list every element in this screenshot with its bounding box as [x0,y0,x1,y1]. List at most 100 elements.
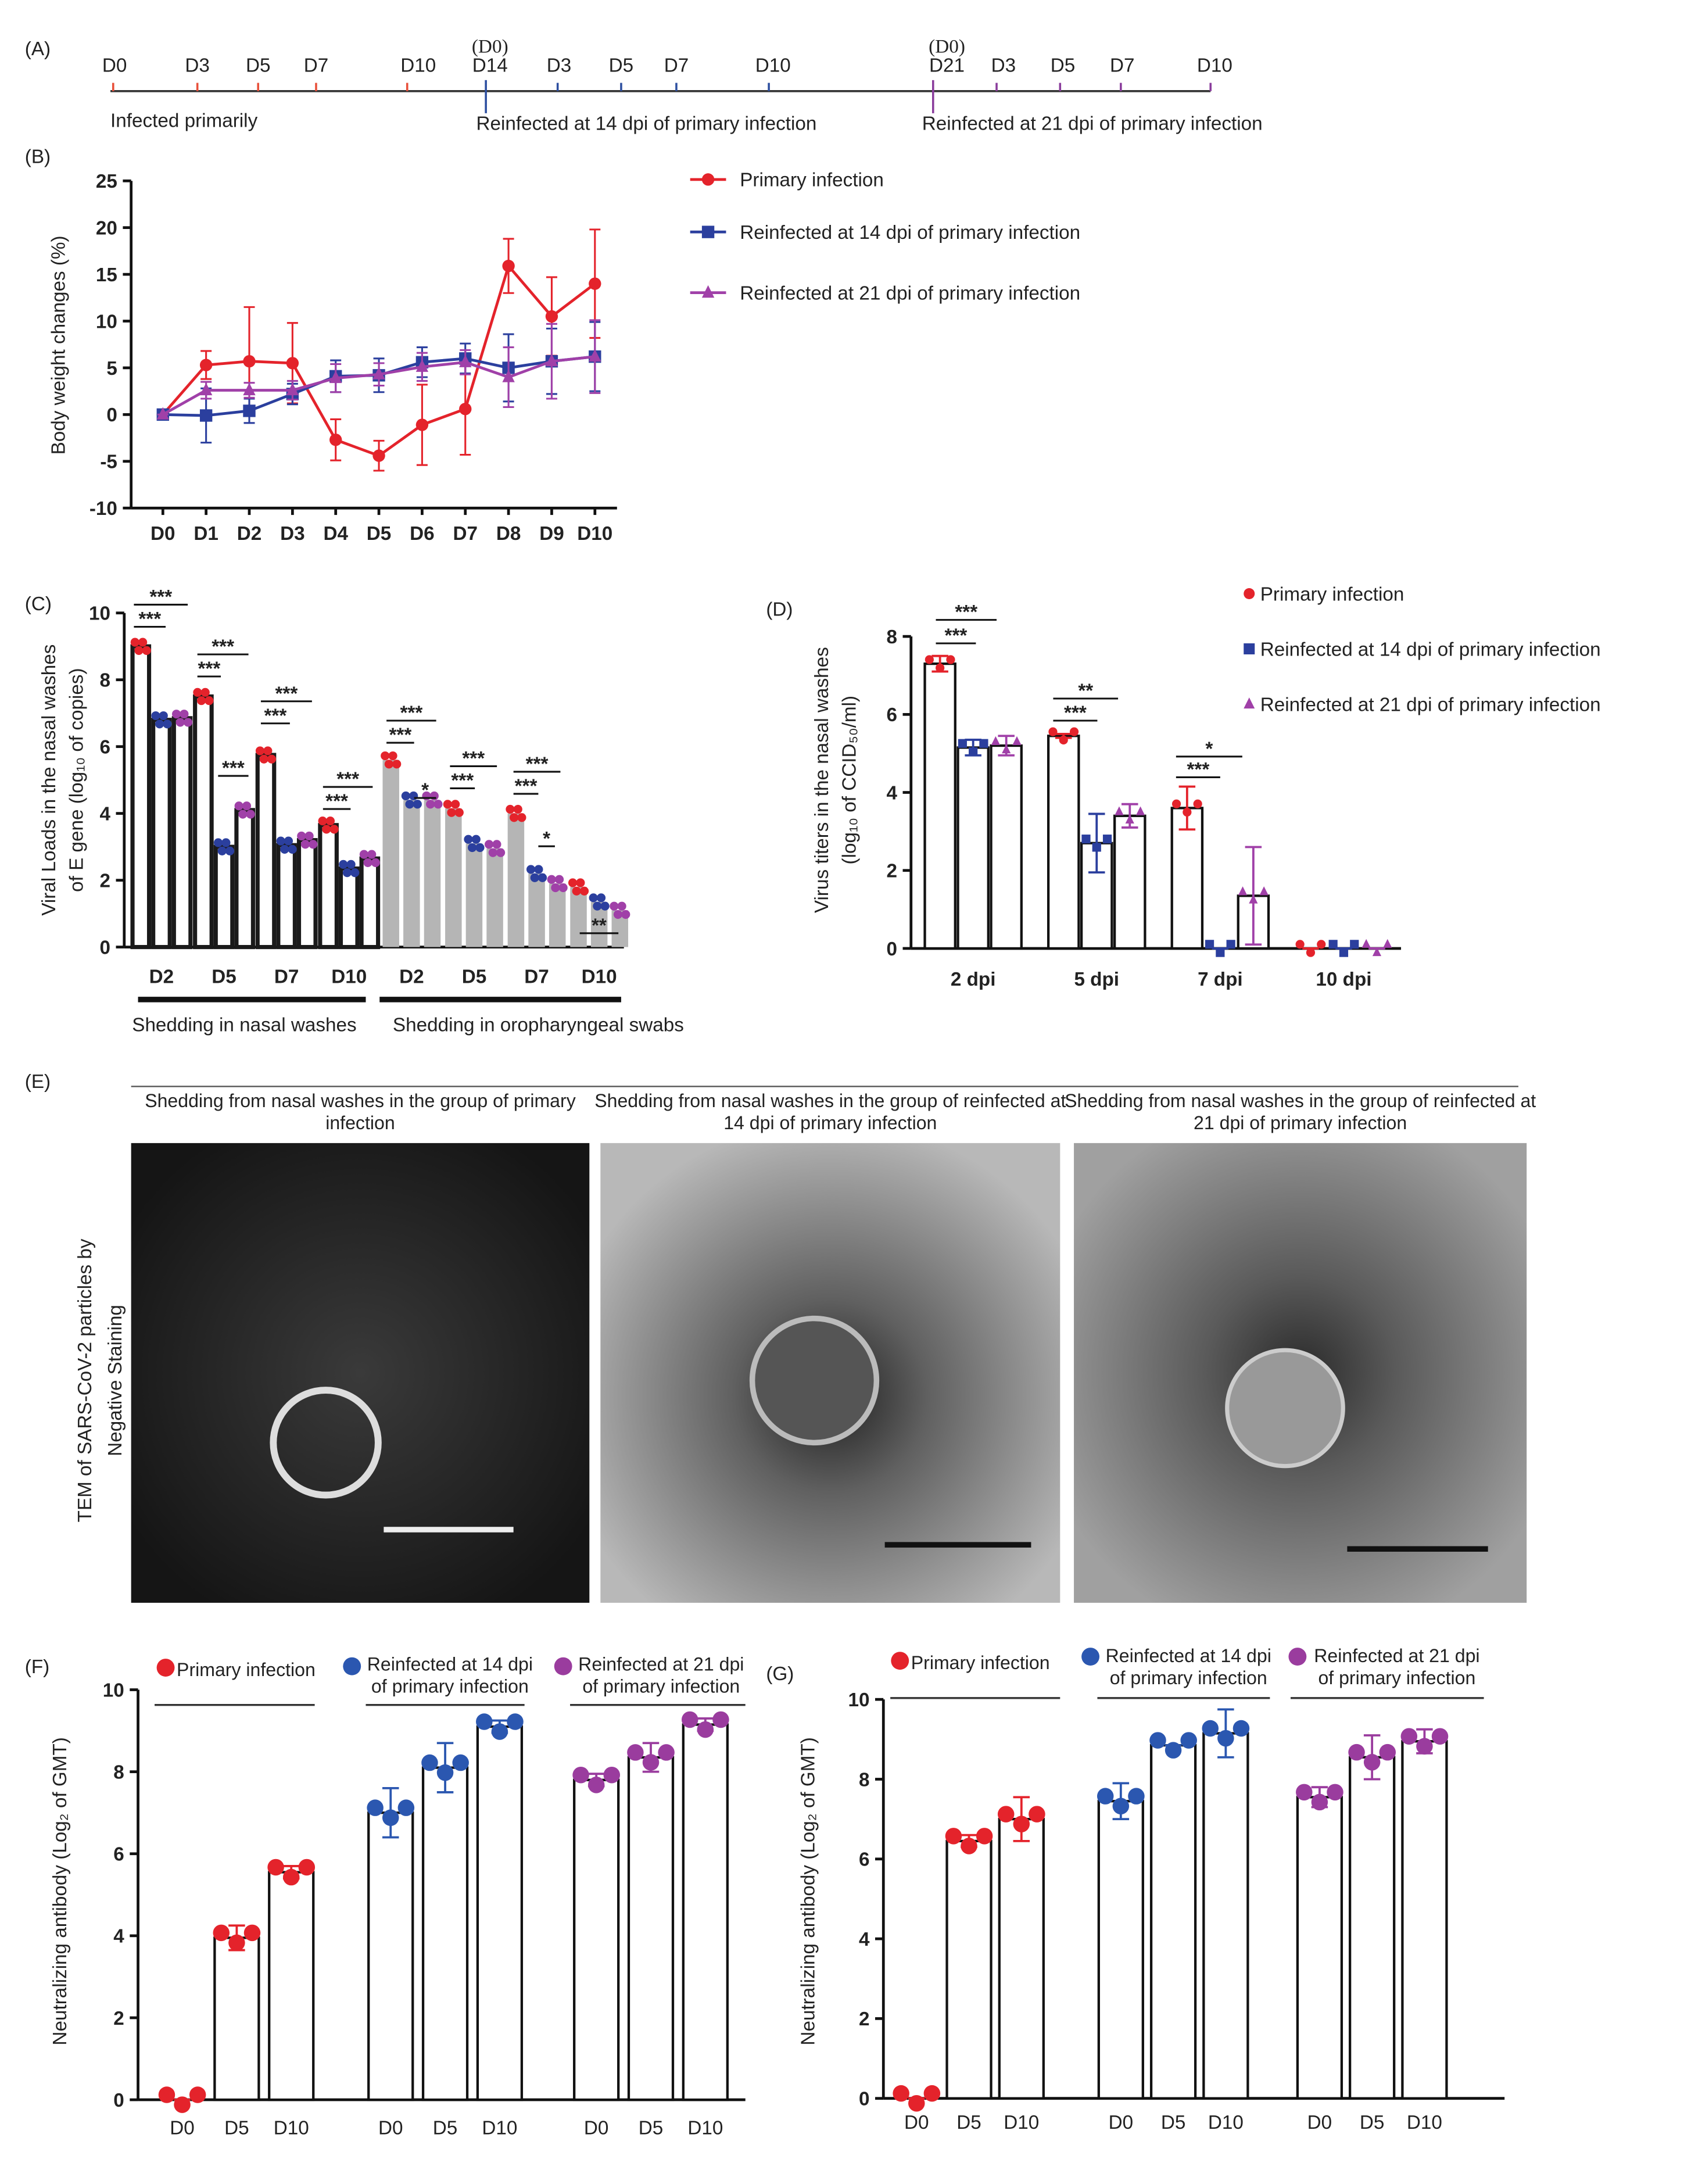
marker [1029,1806,1045,1823]
marker [510,813,519,822]
bar [945,1839,993,2100]
tem-image [131,1143,590,1603]
bar [476,1725,524,2101]
legend-label: Reinfected at 21 dpi of primary infectio… [1260,694,1601,715]
y-tick-label: 5 [106,358,117,379]
x-tick-label: D6 [410,523,435,545]
bar [1047,735,1080,950]
marker [979,739,988,748]
y-tick-label: 0 [113,2090,124,2111]
marker [304,831,314,841]
significance-label: *** [955,602,977,623]
marker [468,843,477,853]
marker [183,718,193,727]
marker [142,646,151,655]
marker [367,1799,384,1816]
y-tick-label: 8 [100,670,111,692]
marker [367,850,377,859]
y-tick-label: 4 [113,1926,124,1947]
marker [276,836,285,846]
y-axis-label: Neutralizing antibody (Log₂ of GMT) [49,1737,71,2045]
bar [528,873,545,947]
bar [268,1871,315,2101]
marker [1125,814,1134,824]
significance-label: *** [1064,703,1087,724]
bar [255,753,277,950]
legend-label: Primary infection [1260,583,1404,605]
significance-label: *** [138,608,161,630]
x-tick-label: D5 [433,2117,458,2139]
marker [318,817,327,826]
tem-caption-box: Shedding from nasal washes in the group … [1065,1091,1536,1134]
marker [1149,1732,1166,1749]
marker [617,901,626,911]
x-tick-label: D10 [577,523,612,545]
y-tick-label: 10 [89,603,110,625]
y-tick-label: 15 [96,264,117,286]
y-tick-label: 20 [96,218,117,239]
marker [267,754,277,764]
y-tick-label: 4 [887,782,898,804]
bar [445,808,462,947]
marker [502,259,515,273]
marker [587,1777,605,1793]
legend-label: Reinfected at 14 dpi of primary infectio… [1260,639,1601,660]
marker [130,638,139,647]
marker [309,840,318,849]
timeline-day: D21 [929,55,965,77]
significance-label: ** [592,915,607,936]
panel-label: (A) [25,38,51,60]
marker [199,359,213,371]
y-tick-label: 2 [100,870,111,891]
marker [1115,806,1124,815]
marker [1002,744,1011,754]
marker [200,688,210,697]
y-tick-label: 8 [113,1762,124,1784]
marker [642,1754,660,1771]
marker [600,901,610,911]
bar [171,716,193,950]
timeline-day: D5 [1051,55,1076,77]
marker [163,719,172,729]
marker [969,747,978,757]
x-tick-label: 5 dpi [1074,969,1119,990]
bar [151,718,172,950]
timeline-day: D10 [755,55,791,77]
marker [174,2096,191,2113]
marker [1249,894,1258,904]
marker [267,1859,284,1876]
marker [596,893,606,903]
tem-caption: Shedding from nasal washes in the group … [594,1090,1066,1134]
x-tick-label: D0 [151,523,175,545]
significance-label: *** [1187,759,1209,780]
y-tick-label: 6 [100,737,111,758]
marker [1379,1743,1396,1761]
timeline-day: D5 [609,55,634,77]
y-tick-label: 10 [96,311,117,332]
significance-label: *** [945,625,968,647]
marker [471,835,481,844]
marker [436,1764,454,1781]
x-tick-label: D10 [687,2117,723,2139]
marker [243,382,256,396]
particle [270,1387,382,1499]
x-tick-label: 7 dpi [1198,969,1243,990]
y-tick-label: 2 [859,2008,870,2030]
marker [464,835,473,844]
bar [1349,1756,1396,2100]
marker [381,751,390,761]
timeline-day: D10 [1197,55,1232,77]
significance-label: * [421,780,429,801]
marker [284,836,293,846]
marker [538,873,547,882]
timeline-day: D3 [185,55,210,77]
marker [392,760,402,769]
marker [388,751,397,761]
legend-label: Reinfected at 14 dpi of primary infectio… [1105,1645,1271,1689]
marker [1350,940,1359,949]
marker [1361,939,1371,948]
marker [382,1809,399,1827]
marker [263,746,273,756]
marker [517,813,526,822]
bar [465,843,483,947]
